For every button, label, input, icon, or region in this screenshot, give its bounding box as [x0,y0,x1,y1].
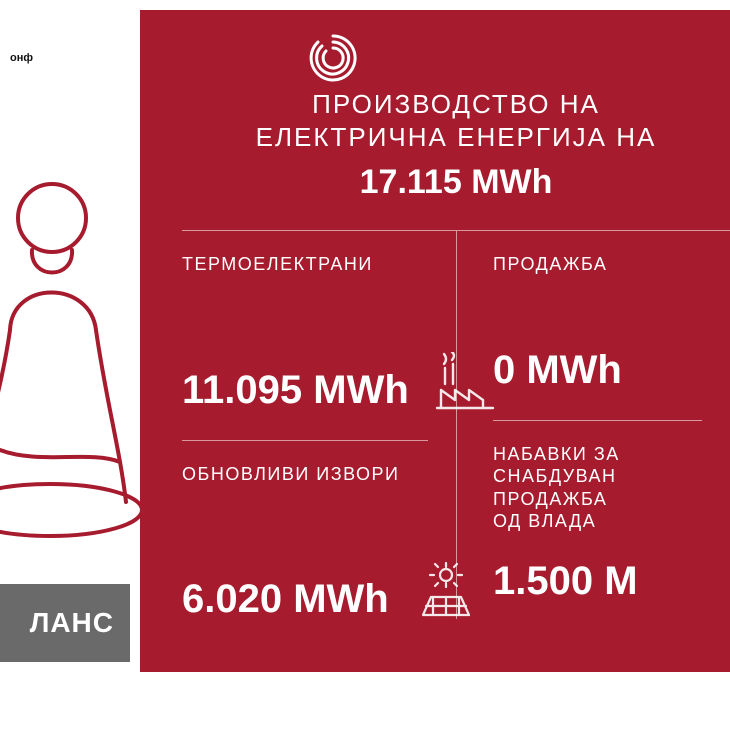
thermo-row: 11.095 MWh [182,350,428,410]
renew-row: 6.020 MWh [182,559,428,619]
left-small-label: онф [10,52,33,64]
header-line-1: ПРОИЗВОДСТВО НА [182,88,730,121]
infographic-canvas: онф ЛАНС ПРОИЗВОДСТВО [0,0,730,730]
spiral-logo-icon [305,30,361,86]
procurement-title: НАБАВКИ ЗА СНАБДУВАН ПРОДАЖБА ОД ВЛАДА [493,443,702,533]
sales-title: ПРОДАЖБА [493,253,702,276]
red-panel: ПРОИЗВОДСТВО НА ЕЛЕКТРИЧНА ЕНЕРГИЈА НА 1… [140,10,730,672]
header-line-2: ЕЛЕКТРИЧНА ЕНЕРГИЈА НА [182,121,730,154]
left-gray-strip: ЛАНС [0,584,130,662]
procurement-value: 1.500 M [493,561,702,601]
hydro-dam-lineart [0,150,150,570]
divider-mid-right [493,420,702,421]
col-left: ТЕРМОЕЛЕКТРАНИ 11.095 MWh [182,231,456,619]
sales-value: 0 MWh [493,350,702,390]
col-right: ПРОДАЖБА 0 MWh НАБАВКИ ЗА СНАБДУВАН ПРОД… [456,231,730,619]
strip-label: ЛАНС [30,607,114,639]
thermo-value: 11.095 MWh [182,370,409,410]
header-block: ПРОИЗВОДСТВО НА ЕЛЕКТРИЧНА ЕНЕРГИЈА НА 1… [182,88,730,202]
header-total: 17.115 MWh [182,163,730,202]
renew-value: 6.020 MWh [182,579,389,619]
left-column: онф ЛАНС [0,0,130,730]
renew-title: ОБНОВЛИВИ ИЗВОРИ [182,463,428,486]
thermo-title: ТЕРМОЕЛЕКТРАНИ [182,253,428,276]
stats-grid: ТЕРМОЕЛЕКТРАНИ 11.095 MWh [182,231,730,619]
divider-mid-left [182,440,428,441]
